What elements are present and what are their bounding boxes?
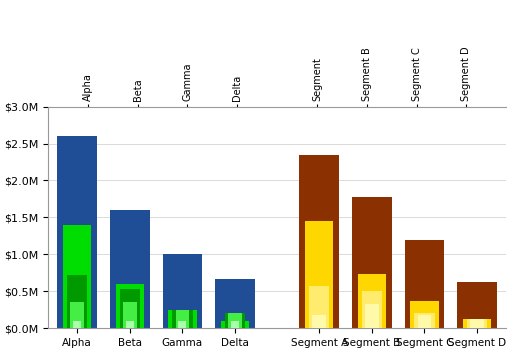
Bar: [417, 315, 431, 328]
Bar: [457, 282, 497, 328]
Bar: [365, 304, 379, 328]
Bar: [178, 321, 187, 328]
Bar: [405, 239, 444, 328]
Bar: [358, 274, 386, 328]
Bar: [123, 302, 137, 328]
Bar: [414, 313, 435, 328]
Bar: [225, 313, 245, 328]
Bar: [172, 310, 193, 328]
Bar: [467, 319, 487, 328]
Bar: [163, 254, 202, 328]
Bar: [309, 286, 329, 328]
Bar: [463, 319, 491, 328]
Bar: [215, 279, 255, 328]
Bar: [58, 136, 97, 328]
Bar: [116, 284, 144, 328]
Bar: [300, 155, 339, 328]
Bar: [126, 321, 134, 328]
Bar: [70, 302, 84, 328]
Bar: [228, 313, 242, 328]
Bar: [313, 315, 326, 328]
Bar: [361, 291, 382, 328]
Bar: [74, 321, 81, 328]
Bar: [231, 321, 239, 328]
Bar: [110, 210, 150, 328]
Bar: [168, 310, 197, 328]
Bar: [175, 310, 189, 328]
Bar: [120, 289, 140, 328]
Bar: [63, 225, 91, 328]
Bar: [410, 301, 438, 328]
Bar: [352, 197, 392, 328]
Bar: [470, 319, 484, 328]
Bar: [67, 275, 87, 328]
Bar: [221, 321, 249, 328]
Bar: [305, 221, 334, 328]
